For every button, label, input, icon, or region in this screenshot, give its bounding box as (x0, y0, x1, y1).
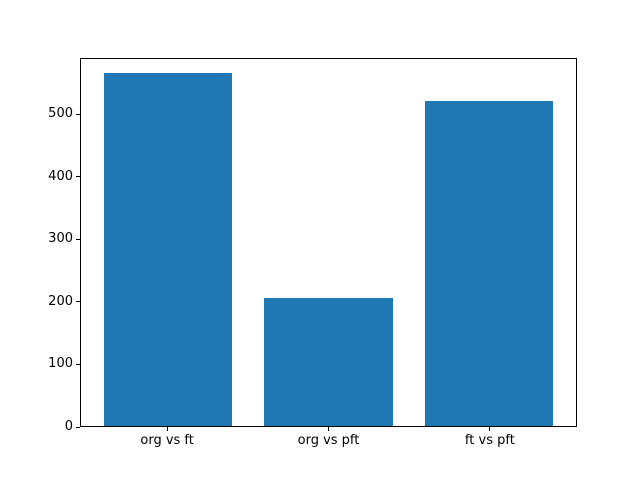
y-tick-mark (76, 426, 80, 428)
y-tick-mark (76, 363, 80, 365)
y-tick-mark (76, 238, 80, 240)
x-tick-mark (489, 427, 491, 431)
x-tick-label-ft-vs-pft: ft vs pft (464, 433, 515, 448)
y-tick-mark (76, 176, 80, 178)
y-tick-mark (76, 301, 80, 303)
y-tick-mark (76, 113, 80, 115)
y-tick-label: 200 (48, 293, 73, 309)
bar-ft-vs-pft (424, 100, 554, 426)
y-tick-label: 400 (48, 168, 73, 184)
plot-area (80, 58, 577, 427)
bar-org-vs-ft (103, 73, 233, 426)
bar-org-vs-pft (264, 297, 393, 426)
y-tick-label: 0 (64, 419, 73, 434)
y-tick-label: 100 (48, 356, 73, 372)
y-tick-label: 300 (48, 231, 73, 247)
x-tick-label-org-vs-ft: org vs ft (140, 433, 194, 448)
y-tick-label: 500 (48, 106, 73, 122)
x-tick-mark (328, 427, 329, 431)
x-tick-mark (166, 427, 168, 431)
x-tick-label-org-vs-pft: org vs pft (297, 433, 360, 448)
